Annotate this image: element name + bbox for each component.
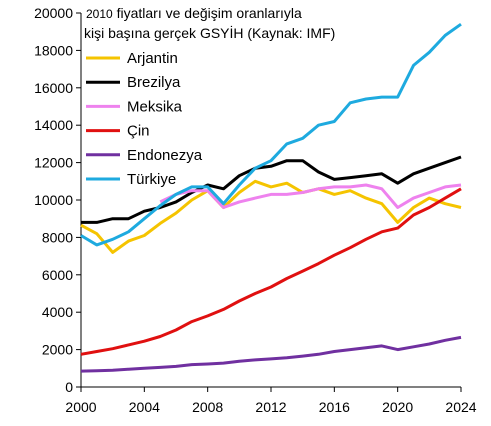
x-tick-label: 2008 (192, 399, 223, 415)
chart-title-line-1: 2010 fiyatları ve değişim oranlarıyla (86, 5, 302, 21)
y-tick-label: 4000 (42, 304, 73, 320)
series-line-türkiye (80, 22, 462, 247)
x-tick-label: 2024 (445, 399, 476, 415)
y-tick-label: 0 (65, 379, 73, 395)
y-tick-label: 12000 (34, 155, 73, 171)
legend-label: Meksika (127, 98, 183, 115)
y-tick-label: 2000 (42, 342, 73, 358)
y-tick-label: 18000 (34, 42, 73, 58)
series-line-çin (80, 187, 462, 356)
series-line-endonezya (80, 335, 462, 373)
x-tick-label: 2012 (255, 399, 286, 415)
x-tick-label: 2000 (65, 399, 96, 415)
y-axis-ticks: 0 2000 4000 6000 8000 10000 12000 14000 16000 180… (34, 5, 81, 395)
axes (80, 13, 461, 388)
y-tick-label: 20000 (34, 5, 73, 21)
series-line-meksika (159, 183, 462, 209)
series-line-arjantin (80, 179, 462, 254)
chart-title-line-2: kişi başına gerçek GSYİH (Kaynak: IMF) (84, 24, 335, 41)
legend-label: Arjantin (127, 50, 178, 67)
legend-label: Brezilya (127, 74, 181, 91)
legend-label: Çin (127, 123, 150, 140)
x-tick-label: 2004 (129, 399, 160, 415)
chart-title-rest: fiyatları ve değişim oranlarıyla (113, 5, 302, 21)
y-tick-label: 14000 (34, 117, 73, 133)
y-tick-label: 8000 (42, 229, 73, 245)
series-line-brezilya (81, 155, 462, 224)
y-tick-label: 10000 (34, 192, 73, 208)
legend-label: Türkiye (127, 171, 176, 188)
chart-title-year: 2010 (86, 7, 113, 21)
y-tick-label: 16000 (34, 80, 73, 96)
legend: Arjantin Brezilya Meksika Çin Endonezya Türki… (86, 50, 203, 188)
legend-label: Endonezya (127, 147, 203, 164)
y-tick-label: 6000 (42, 267, 73, 283)
x-tick-label: 2016 (319, 399, 350, 415)
x-tick-label: 2020 (382, 399, 413, 415)
series-lines (80, 22, 462, 373)
x-axis-ticks: 2000 2004 2008 2012 2016 2020 2024 (65, 387, 477, 415)
